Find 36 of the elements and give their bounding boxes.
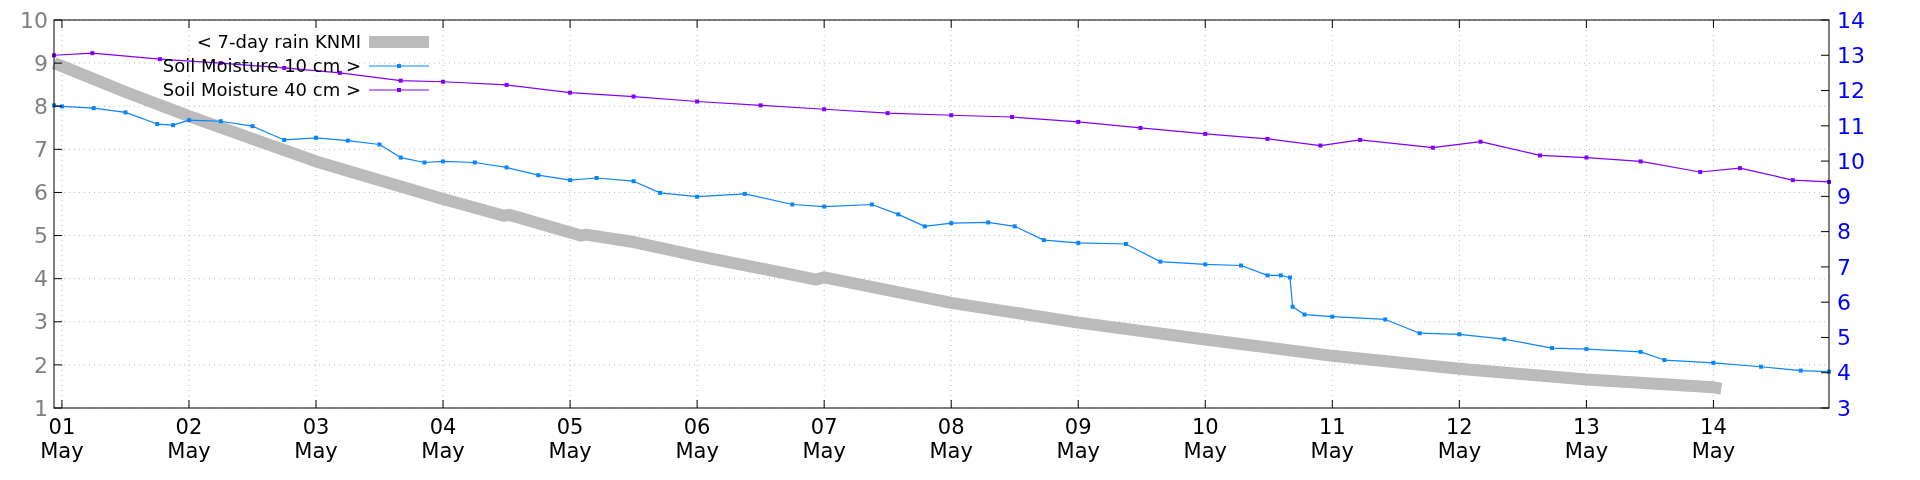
y-tick-label: 3 xyxy=(34,309,48,335)
x-tick-label: 04 May xyxy=(421,415,465,463)
x-tick-label: 12 May xyxy=(1437,415,1482,463)
legend-label: Soil Moisture 40 cm > xyxy=(162,79,361,101)
y2-tick-label: 7 xyxy=(1837,254,1851,280)
y-tick-label: 7 xyxy=(34,137,48,163)
x-tick-label: 09 May xyxy=(1056,415,1100,463)
y-tick-label: 10 xyxy=(20,7,48,33)
x-tick-label: 05 May xyxy=(548,415,592,463)
x-tick-label: 03 May xyxy=(294,415,338,463)
y2-tick-label: 12 xyxy=(1837,78,1865,104)
y2-tick-label: 6 xyxy=(1837,289,1851,315)
y-tick-label: 2 xyxy=(34,352,48,378)
y-tick-label: 5 xyxy=(34,223,48,249)
y2-tick-label: 13 xyxy=(1837,42,1865,68)
x-tick-label: 08 May xyxy=(929,415,973,463)
x-tick-label: 06 May xyxy=(675,415,719,463)
y2-tick-label: 5 xyxy=(1837,325,1851,351)
y-tick-label: 6 xyxy=(34,180,48,206)
y-tick-label: 4 xyxy=(34,266,48,292)
y2-tick-label: 3 xyxy=(1837,395,1851,421)
y-tick-label: 8 xyxy=(34,93,48,119)
y2-tick-label: 14 xyxy=(1837,7,1865,33)
legend-label: < 7-day rain KNMI xyxy=(196,31,361,53)
y2-tick-label: 4 xyxy=(1837,360,1851,386)
x-tick-label: 07 May xyxy=(802,415,846,463)
x-tick-label: 11 May xyxy=(1310,415,1355,463)
x-tick-label: 14 May xyxy=(1691,415,1736,463)
x-tick-label: 02 May xyxy=(167,415,211,463)
x-tick-label: 13 May xyxy=(1564,415,1609,463)
y2-tick-label: 10 xyxy=(1837,148,1865,174)
y2-tick-label: 8 xyxy=(1837,219,1851,245)
y-tick-label: 9 xyxy=(34,50,48,76)
x-tick-label: 10 May xyxy=(1183,415,1227,463)
y2-tick-label: 9 xyxy=(1837,184,1851,210)
y2-tick-label: 11 xyxy=(1837,113,1865,139)
